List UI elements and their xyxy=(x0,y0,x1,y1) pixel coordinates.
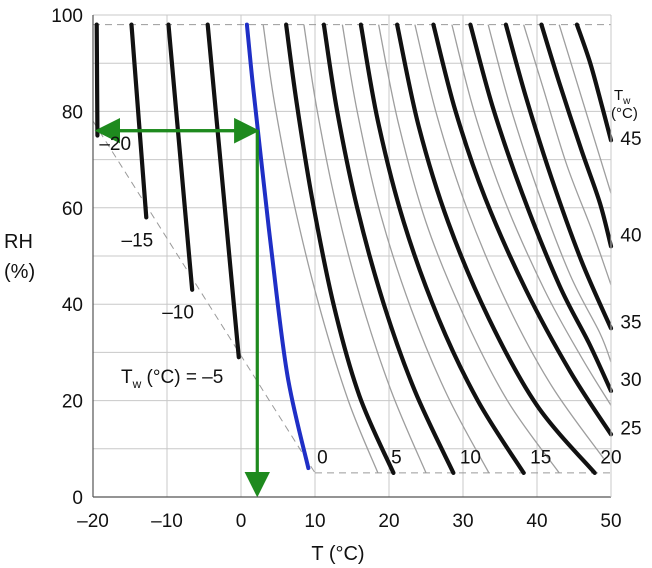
wet-bulb-curve xyxy=(358,22,526,475)
curve-label: 25 xyxy=(620,418,641,439)
y-tick-label: 80 xyxy=(62,102,83,123)
curve-label: 45 xyxy=(620,129,641,150)
axes xyxy=(92,15,612,498)
wet-bulb-curve xyxy=(205,22,241,360)
grid xyxy=(92,14,612,498)
x-tick-label: –10 xyxy=(151,511,183,532)
x-tick-label: 0 xyxy=(236,511,247,532)
x-tick-label: 50 xyxy=(600,511,621,532)
curve-label: 15 xyxy=(530,447,551,468)
wet-bulb-curve xyxy=(431,22,614,437)
thin-curve xyxy=(341,24,490,474)
y-axis-label-line1: RH xyxy=(4,231,33,253)
wet-bulb-curve xyxy=(539,22,614,249)
curve-label: 0 xyxy=(317,447,328,468)
curve-labels: –20 –15 –10 0 5 10 15 20 25 30 35 40 45 xyxy=(99,129,641,468)
y-tick-label: 20 xyxy=(62,392,83,413)
curve-label: 10 xyxy=(460,447,481,468)
x-tick-label: –20 xyxy=(77,511,109,532)
y-axis-label-line2: (%) xyxy=(4,261,35,283)
annotation-arrows xyxy=(94,117,271,498)
curve-label: –10 xyxy=(162,303,194,324)
x-tick-label: 40 xyxy=(526,511,547,532)
thin-curve xyxy=(523,24,612,286)
thin-curve xyxy=(451,24,612,406)
wet-bulb-curve xyxy=(574,22,614,143)
thin-curve xyxy=(558,24,612,194)
y-tick-label: 60 xyxy=(62,199,83,220)
wet-bulb-curve xyxy=(395,22,597,475)
dashed-boundaries xyxy=(92,24,612,474)
y-tick-label: 0 xyxy=(72,488,83,509)
wet-bulb-curve xyxy=(94,22,100,138)
y-tick-label: 100 xyxy=(51,6,83,27)
wet-bulb-curve xyxy=(166,22,195,292)
thin-curve xyxy=(487,24,612,363)
tw-header-unit: (°C) xyxy=(611,105,638,122)
curve-label: –15 xyxy=(122,230,154,251)
curve-label: 40 xyxy=(620,226,641,247)
curve-label: 35 xyxy=(620,312,641,333)
wet-bulb-curve-0-highlighted xyxy=(244,22,311,471)
thin-curve xyxy=(303,24,427,474)
curve-label: 30 xyxy=(620,370,641,391)
x-axis-label: T (°C) xyxy=(311,543,364,565)
y-tick-label: 40 xyxy=(62,295,83,316)
wet-bulb-curve xyxy=(468,22,614,394)
wet-bulb-curve xyxy=(129,22,149,220)
tw-in-plot-label: Tw (°C) = –5 xyxy=(121,367,223,391)
thin-curve xyxy=(378,24,560,474)
tw-header-label: Tw xyxy=(614,87,631,107)
thin-curve xyxy=(262,24,379,474)
thin-curve xyxy=(414,24,605,459)
wet-bulb-curve xyxy=(503,22,614,331)
curve-label: –20 xyxy=(99,134,131,155)
x-tick-label: 30 xyxy=(452,511,473,532)
curve-label: 5 xyxy=(391,447,402,468)
wet-bulb-curve xyxy=(284,22,396,475)
x-tick-label: 10 xyxy=(304,511,325,532)
x-tick-label: 20 xyxy=(378,511,399,532)
curve-label: 20 xyxy=(600,447,621,468)
thin-curves xyxy=(262,24,612,474)
wet-bulb-curve xyxy=(321,22,456,475)
dashed-boundary-line xyxy=(92,120,316,474)
wet-bulb-curves xyxy=(94,22,614,475)
